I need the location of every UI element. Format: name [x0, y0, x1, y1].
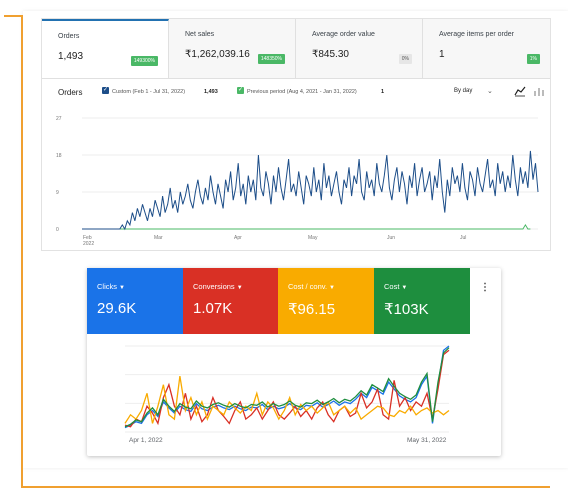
- kpi-orders[interactable]: Orders 1,493 149300%: [42, 19, 169, 78]
- chart-header: Orders ✓ Custom (Feb 1 - Jul 31, 2022) 1…: [42, 79, 550, 107]
- kpi-value: ₹1,262,039.16: [185, 49, 250, 60]
- x-tick-label: Apr: [234, 235, 242, 241]
- series-line: [82, 223, 531, 230]
- x-tick-label: May 31, 2022: [407, 437, 447, 444]
- interval-select[interactable]: By day: [454, 88, 473, 94]
- kpi-delta-badge: 148350%: [257, 54, 285, 64]
- x-tick-label: Jul: [460, 235, 466, 241]
- decorative-border-horizontal: [21, 486, 550, 488]
- x-tick-label: Apr 1, 2022: [129, 437, 163, 444]
- kpi-summary-row: Orders 1,493 149300% Net sales ₹1,262,03…: [42, 19, 550, 79]
- y-tick-label: 0: [56, 227, 59, 233]
- kpi-delta-badge: 1%: [526, 54, 540, 64]
- kpi-net-sales[interactable]: Net sales ₹1,262,039.16 148350%: [169, 19, 296, 78]
- legend-checkbox-previous[interactable]: ✓: [237, 87, 244, 94]
- orders-report-panel: Orders 1,493 149300% Net sales ₹1,262,03…: [41, 18, 551, 251]
- metric-value: 1.07K: [193, 300, 233, 317]
- kpi-average-order-value[interactable]: Average order value ₹845.30 0%: [296, 19, 423, 78]
- bar-chart-icon[interactable]: [533, 85, 545, 97]
- x-tick-label: Mar: [154, 235, 163, 241]
- caret-down-icon: ▼: [119, 285, 125, 291]
- metric-value: ₹96.15: [288, 301, 336, 318]
- series-line: [124, 347, 450, 428]
- y-tick-label: 9: [56, 190, 59, 196]
- series-line: [124, 349, 450, 428]
- legend-label-current: Custom (Feb 1 - Jul 31, 2022): [112, 89, 186, 95]
- metric-cost-per-conversion[interactable]: Cost / conv. ▼ ₹96.15: [278, 268, 374, 334]
- decorative-border-vertical: [21, 15, 23, 488]
- x-tick-label: Jun: [387, 235, 395, 241]
- kpi-average-items-per-order[interactable]: Average items per order 1 1%: [423, 19, 550, 78]
- series-line: [124, 375, 450, 424]
- kpi-value: 1: [439, 49, 445, 60]
- legend-checkbox-current[interactable]: ✓: [102, 87, 109, 94]
- y-tick-label: 18: [56, 153, 62, 159]
- decorative-border-tick: [4, 15, 21, 17]
- ads-performance-line-chart: Apr 1, 2022 May 31, 2022: [124, 345, 450, 444]
- kpi-delta-badge: 149300%: [130, 56, 158, 66]
- metric-value: 29.6K: [97, 300, 137, 317]
- x-tick-label-year: 2022: [83, 241, 94, 247]
- kpi-value: 1,493: [58, 51, 84, 62]
- kpi-delta-badge: 0%: [398, 54, 412, 64]
- caret-down-icon: ▼: [236, 285, 243, 291]
- line-chart-icon[interactable]: [514, 85, 526, 97]
- chart-title: Orders: [58, 88, 83, 97]
- metric-clicks[interactable]: Clicks ▼ 29.6K: [87, 268, 183, 334]
- metric-cost[interactable]: Cost ▼ ₹103K: [374, 268, 470, 334]
- metric-label: Cost / conv.: [288, 282, 328, 291]
- x-tick-label: May: [308, 235, 318, 241]
- caret-down-icon: ▼: [329, 285, 335, 291]
- legend-count-previous: 1: [381, 89, 385, 95]
- more-vert-icon[interactable]: ⋮: [480, 282, 490, 293]
- ads-performance-panel: Clicks ▼ 29.6K Conversions ▼ 1.07K Cost / …: [87, 268, 501, 456]
- kpi-value: ₹845.30: [312, 49, 349, 60]
- metric-label: Clicks: [97, 282, 117, 291]
- legend-count-current: 1,493: [204, 89, 218, 95]
- kpi-label: Orders: [58, 33, 80, 40]
- metric-label: Cost: [384, 282, 400, 291]
- kpi-label: Average items per order: [439, 31, 514, 38]
- caret-down-icon: ▼: [401, 285, 408, 291]
- chevron-down-icon[interactable]: ⌄: [487, 88, 493, 95]
- series-line: [82, 150, 539, 231]
- legend-label-previous: Previous period (Aug 4, 2021 - Jan 31, 2…: [247, 89, 357, 95]
- y-tick-label: 27: [56, 116, 62, 122]
- x-tick-label: Feb: [83, 235, 92, 241]
- metric-value: ₹103K: [384, 301, 429, 318]
- metric-conversions[interactable]: Conversions ▼ 1.07K: [183, 268, 278, 334]
- metric-label: Conversions: [193, 282, 235, 291]
- kpi-label: Net sales: [185, 31, 215, 38]
- kpi-label: Average order value: [312, 31, 375, 38]
